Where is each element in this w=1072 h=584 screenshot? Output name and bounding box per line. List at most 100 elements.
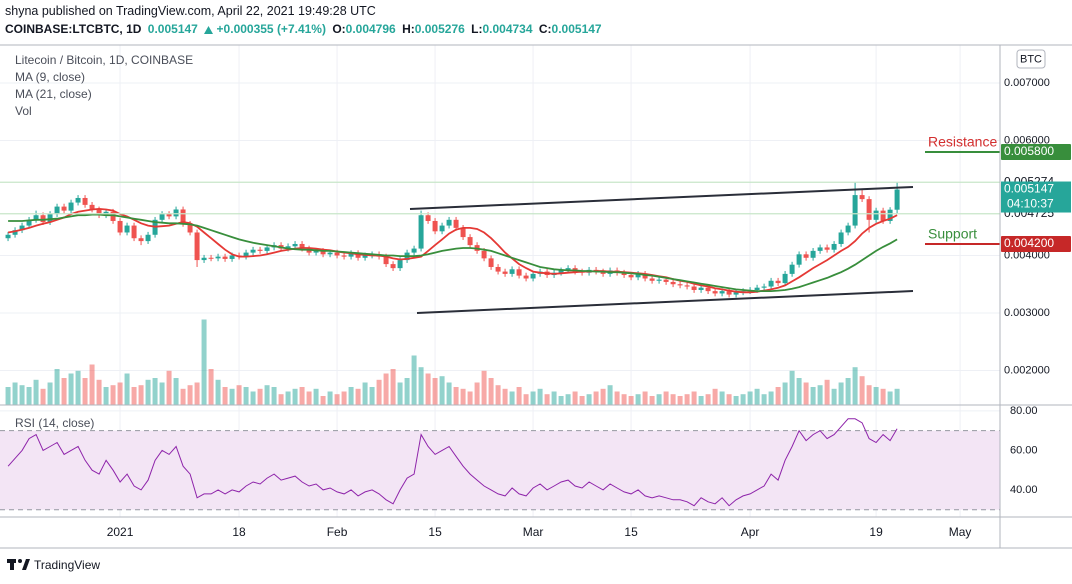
symbol-line: COINBASE:LTCBTC, 1D 0.005147 +0.000355 (… (5, 22, 605, 36)
candle-body (243, 252, 249, 257)
volume-bar (278, 394, 284, 405)
candle-body (432, 220, 438, 232)
candle-body (530, 273, 536, 279)
volume-bar (866, 385, 872, 405)
volume-bar (544, 394, 550, 405)
volume-bar (425, 373, 431, 405)
candle-body (495, 266, 501, 272)
candle-body (131, 225, 137, 239)
volume-bar (600, 388, 606, 405)
y-tick-label: 0.006000 (1004, 134, 1050, 146)
volume-bar (453, 387, 459, 405)
volume-bar (341, 391, 347, 405)
candle-body (831, 243, 837, 250)
candle-body (670, 281, 676, 285)
volume-bar (705, 394, 711, 405)
volume-bar (173, 378, 179, 405)
volume-bar (299, 387, 305, 405)
chart-title: Litecoin / Bitcoin, 1D, COINBASE (15, 53, 194, 67)
y-tick-label: 0.007000 (1004, 77, 1050, 89)
volume-bar (236, 385, 242, 405)
rsi-line (7, 418, 898, 507)
volume-bar (243, 387, 249, 405)
volume-bar (719, 391, 725, 405)
candle-body (705, 287, 711, 292)
legend-entry: RSI (14, close) (15, 416, 95, 430)
ma-line (8, 213, 898, 292)
x-tick-label: 15 (624, 525, 638, 539)
volume-bar (404, 378, 410, 405)
volume-bar (362, 382, 368, 405)
volume-bar (537, 388, 543, 405)
volume-bar (558, 396, 564, 405)
volume-bar (670, 394, 676, 405)
volume-bar (250, 391, 256, 405)
volume-bar (327, 391, 333, 405)
candle-body (362, 255, 368, 258)
volume-bar (124, 373, 130, 405)
volume-bar (663, 391, 669, 405)
candle-body (824, 247, 830, 250)
volume-bar (782, 382, 788, 405)
candle-body (789, 264, 795, 274)
trend-line (409, 186, 914, 210)
candle-body (418, 215, 424, 249)
candle-body (26, 219, 32, 226)
candle-body (817, 247, 823, 251)
volume-bar (152, 378, 158, 405)
volume-bar (635, 394, 641, 405)
candle-body (180, 209, 186, 224)
volume-bar (369, 387, 375, 405)
candle-body (509, 269, 515, 274)
volume-bar (47, 382, 53, 405)
volume-bar (467, 391, 473, 405)
volume-bar (439, 376, 445, 405)
candle-body (425, 215, 431, 221)
candle-body (117, 220, 123, 233)
volume-bar (628, 396, 634, 405)
volume-bar (54, 369, 60, 405)
price-tag-label: 0.005800 (1004, 144, 1054, 158)
candle-body (341, 255, 347, 257)
candle-body (810, 250, 816, 258)
volume-bar (859, 376, 865, 405)
volume-bar (488, 378, 494, 405)
volume-bar (530, 391, 536, 405)
candle-body (334, 252, 340, 256)
volume-bar (852, 367, 858, 405)
candle-body (600, 271, 606, 274)
candle-body (656, 279, 662, 281)
volume-bar (642, 391, 648, 405)
candle-body (621, 272, 627, 276)
volume-bar (145, 379, 151, 405)
price-tag (1001, 235, 1071, 252)
volume-bar (803, 382, 809, 405)
volume-bar (264, 385, 270, 405)
volume-bar (320, 396, 326, 405)
candle-body (159, 214, 165, 220)
volume-bar (208, 369, 214, 405)
volume-bar (222, 387, 228, 405)
volume-bar (796, 378, 802, 405)
volume-bar (509, 391, 515, 405)
volume-bar (5, 387, 11, 405)
volume-bar (789, 370, 795, 405)
ohlc-label: L: (471, 22, 483, 36)
price-tag-label: 0.004200 (1004, 236, 1054, 250)
volume-bar (180, 388, 186, 405)
currency-box (1016, 49, 1046, 69)
volume-bar (117, 382, 123, 405)
volume-bar (12, 382, 18, 405)
volume-bar (502, 388, 508, 405)
candle-body (677, 284, 683, 286)
candle-body (397, 260, 403, 269)
candle-body (719, 291, 725, 294)
last-price: 0.005147 (147, 22, 198, 36)
candle-body (75, 197, 81, 203)
rsi-tick-label: 60.00 (1010, 444, 1038, 456)
x-tick-label: 19 (869, 525, 883, 539)
volume-bar (166, 370, 172, 405)
volume-bar (887, 391, 893, 405)
volume-bar (257, 388, 263, 405)
